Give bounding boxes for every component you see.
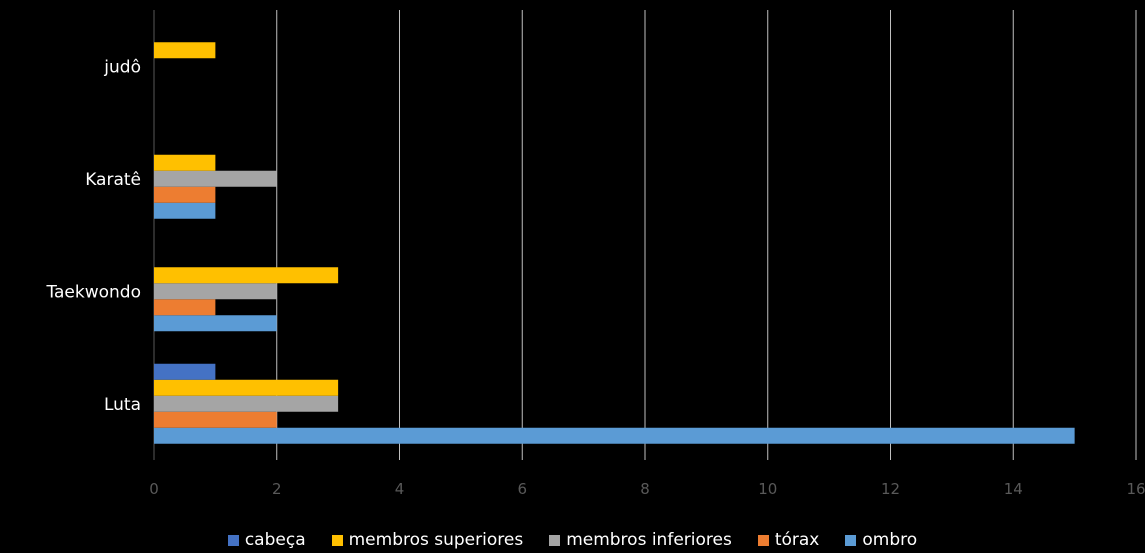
bar-ombro-Karatê bbox=[154, 202, 216, 219]
legend-swatch bbox=[331, 534, 343, 546]
legend-item: ombro bbox=[845, 530, 917, 550]
bar-cabeça-Luta bbox=[154, 363, 216, 380]
legend-label: membros inferiores bbox=[566, 530, 732, 550]
legend-label: membros superiores bbox=[348, 530, 524, 550]
bar-membros-superiores-judô bbox=[154, 42, 216, 59]
legend-swatch bbox=[757, 534, 769, 546]
bars bbox=[154, 42, 1075, 444]
x-tick-label: 16 bbox=[1126, 480, 1145, 498]
x-tick-label: 4 bbox=[395, 480, 405, 498]
bar-tórax-Karatê bbox=[154, 186, 216, 203]
bar-membros-superiores-Taekwondo bbox=[154, 267, 339, 284]
category-label: Karatê bbox=[85, 170, 141, 190]
legend-item: membros superiores bbox=[331, 530, 524, 550]
legend-item: membros inferiores bbox=[549, 530, 732, 550]
bar-membros-superiores-Karatê bbox=[154, 154, 216, 171]
bar-tórax-Luta bbox=[154, 411, 277, 428]
legend-label: cabeça bbox=[244, 530, 306, 550]
bar-tórax-Taekwondo bbox=[154, 299, 216, 316]
category-label: Taekwondo bbox=[45, 282, 141, 302]
legend-item: cabeça bbox=[227, 530, 306, 550]
x-tick-label: 12 bbox=[881, 480, 900, 498]
gridlines bbox=[153, 10, 1137, 460]
bar-membros-inferiores-Luta bbox=[154, 395, 339, 412]
legend: cabeça membros superiores membros inferior… bbox=[0, 527, 1145, 553]
legend-swatch bbox=[549, 534, 561, 546]
x-tick-label: 2 bbox=[272, 480, 282, 498]
category-label: Luta bbox=[104, 395, 141, 415]
legend-item: tórax bbox=[757, 530, 820, 550]
category-label: judô bbox=[103, 57, 141, 77]
category-labels: Luta Taekwondo Karatê judô bbox=[45, 57, 141, 415]
x-tick-label: 0 bbox=[149, 480, 159, 498]
x-tick-labels: 0 2 4 6 8 10 12 14 16 bbox=[149, 480, 1145, 498]
bar-ombro-Taekwondo bbox=[154, 315, 277, 332]
legend-swatch bbox=[845, 534, 857, 546]
bar-membros-superiores-Luta bbox=[154, 379, 339, 396]
bar-ombro-Luta bbox=[154, 427, 1075, 444]
legend-label: tórax bbox=[774, 530, 820, 550]
x-tick-label: 6 bbox=[517, 480, 527, 498]
x-tick-label: 8 bbox=[640, 480, 650, 498]
legend-swatch bbox=[227, 534, 239, 546]
bar-membros-inferiores-Taekwondo bbox=[154, 283, 277, 300]
bar-membros-inferiores-Karatê bbox=[154, 170, 277, 187]
legend-label: ombro bbox=[862, 530, 918, 550]
x-tick-label: 10 bbox=[758, 480, 777, 498]
x-tick-label: 14 bbox=[1004, 480, 1023, 498]
